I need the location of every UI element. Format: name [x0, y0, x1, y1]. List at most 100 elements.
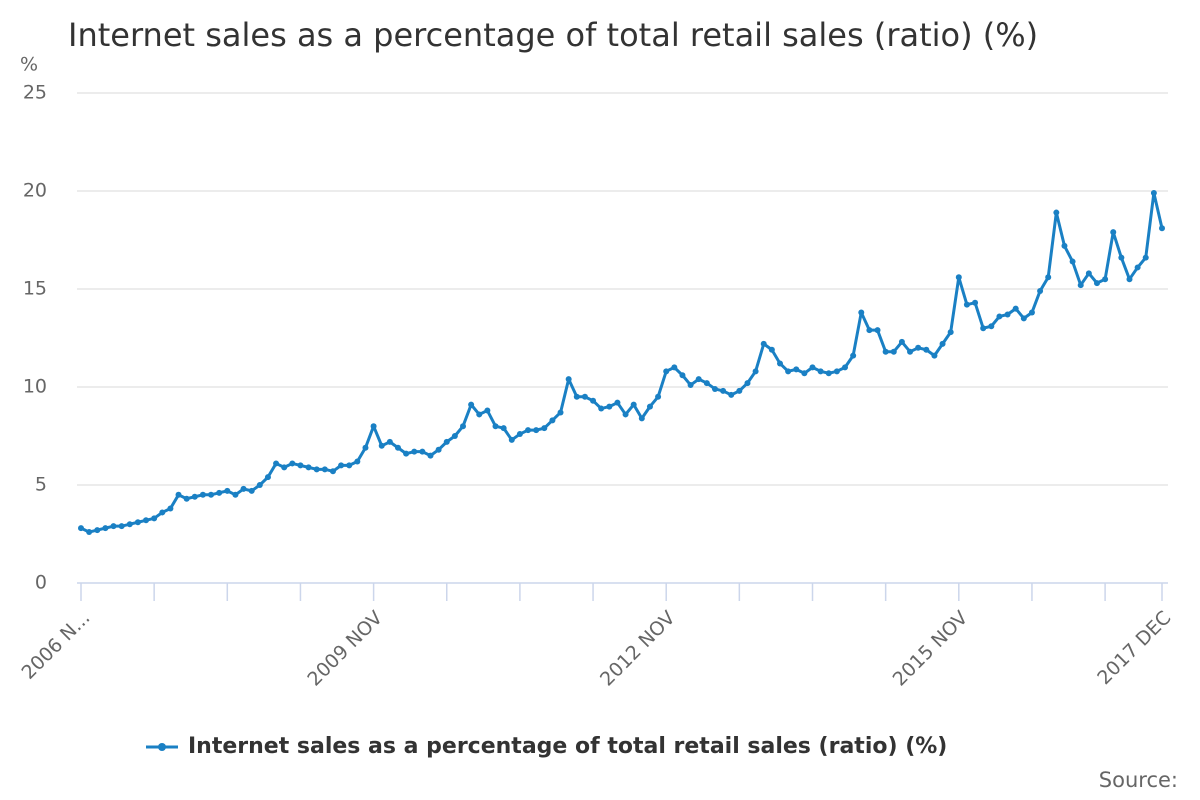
data-point [622, 411, 629, 418]
data-point [281, 464, 288, 471]
y-tick-label: 10 [23, 376, 47, 398]
data-point [256, 482, 263, 488]
x-tick-label: 2017 DEC [1093, 607, 1175, 689]
data-point [378, 442, 385, 449]
data-point [525, 427, 532, 434]
data-point [947, 329, 954, 336]
data-point [1077, 282, 1084, 289]
data-point [744, 380, 751, 387]
legend-label: Internet sales as a percentage of total … [188, 734, 947, 759]
data-point [1028, 309, 1035, 316]
data-point [143, 517, 150, 524]
data-point [720, 387, 727, 394]
data-point [557, 409, 564, 416]
data-point [78, 525, 84, 532]
data-point [931, 352, 938, 359]
data-point [1004, 311, 1011, 318]
data-point [240, 485, 247, 492]
data-point [516, 431, 523, 438]
data-point [468, 401, 475, 408]
y-tick-label: 0 [35, 572, 47, 594]
data-point [549, 417, 556, 424]
data-point [996, 313, 1003, 320]
data-point [264, 474, 271, 481]
data-point [817, 368, 824, 375]
data-point [1020, 315, 1027, 322]
data-point [565, 376, 572, 383]
data-point [338, 462, 345, 469]
data-point [785, 368, 792, 375]
legend-marker [158, 743, 166, 751]
y-tick-label: 15 [23, 278, 47, 300]
data-point [313, 466, 320, 473]
data-point [606, 403, 613, 410]
data-point [614, 399, 621, 406]
data-point [801, 370, 808, 377]
data-point [1093, 280, 1100, 287]
data-point [728, 391, 735, 398]
data-point [590, 397, 597, 404]
data-point [216, 489, 223, 496]
data-point [809, 364, 816, 371]
data-point [858, 309, 865, 316]
data-point [411, 448, 418, 455]
x-tick-label: 2015 NOV [889, 607, 973, 691]
data-point [972, 299, 979, 306]
data-point [541, 425, 548, 432]
data-point [573, 393, 580, 400]
data-point [321, 466, 328, 473]
data-point [175, 491, 182, 498]
data-point [248, 487, 255, 494]
y-axis-label: % [20, 54, 38, 76]
x-tick-label: 2006 N... [18, 607, 95, 684]
data-point [159, 509, 166, 516]
data-point [866, 327, 873, 334]
data-point [1061, 242, 1068, 249]
data-point [915, 344, 922, 351]
data-point [963, 301, 970, 308]
legend-item: Internet sales as a percentage of total … [146, 734, 947, 759]
data-point [273, 460, 280, 467]
data-point [1012, 305, 1019, 312]
data-point [655, 393, 662, 400]
data-point [890, 348, 897, 355]
data-point [167, 505, 174, 512]
data-point [394, 444, 401, 451]
data-point [492, 423, 499, 430]
data-point [1053, 209, 1060, 216]
data-point [102, 525, 109, 532]
data-point [427, 452, 434, 459]
data-point [297, 462, 304, 469]
data-point [224, 487, 231, 494]
data-point [581, 393, 588, 400]
data-point [370, 423, 377, 430]
data-point [687, 382, 694, 389]
data-point [419, 448, 426, 455]
data-point [1045, 274, 1052, 281]
data-point [663, 368, 670, 375]
data-point [939, 340, 946, 347]
data-point [1142, 254, 1149, 261]
data-point [1069, 258, 1076, 265]
data-point [752, 368, 759, 375]
data-point [980, 325, 987, 332]
data-point [825, 370, 832, 377]
data-point [955, 274, 962, 281]
data-point [776, 360, 783, 367]
data-point [907, 348, 914, 355]
data-point [134, 519, 141, 526]
data-point [671, 364, 678, 371]
data-point [451, 433, 458, 439]
data-point [842, 364, 849, 371]
data-point [1102, 276, 1109, 283]
data-point [403, 450, 410, 457]
data-point [329, 468, 336, 475]
data-point [598, 405, 605, 412]
data-point [1126, 276, 1133, 283]
data-point [646, 403, 653, 410]
data-point [703, 380, 710, 387]
data-point [110, 523, 117, 530]
data-point [882, 348, 889, 355]
data-point [1134, 264, 1141, 271]
data-point [1110, 229, 1117, 236]
